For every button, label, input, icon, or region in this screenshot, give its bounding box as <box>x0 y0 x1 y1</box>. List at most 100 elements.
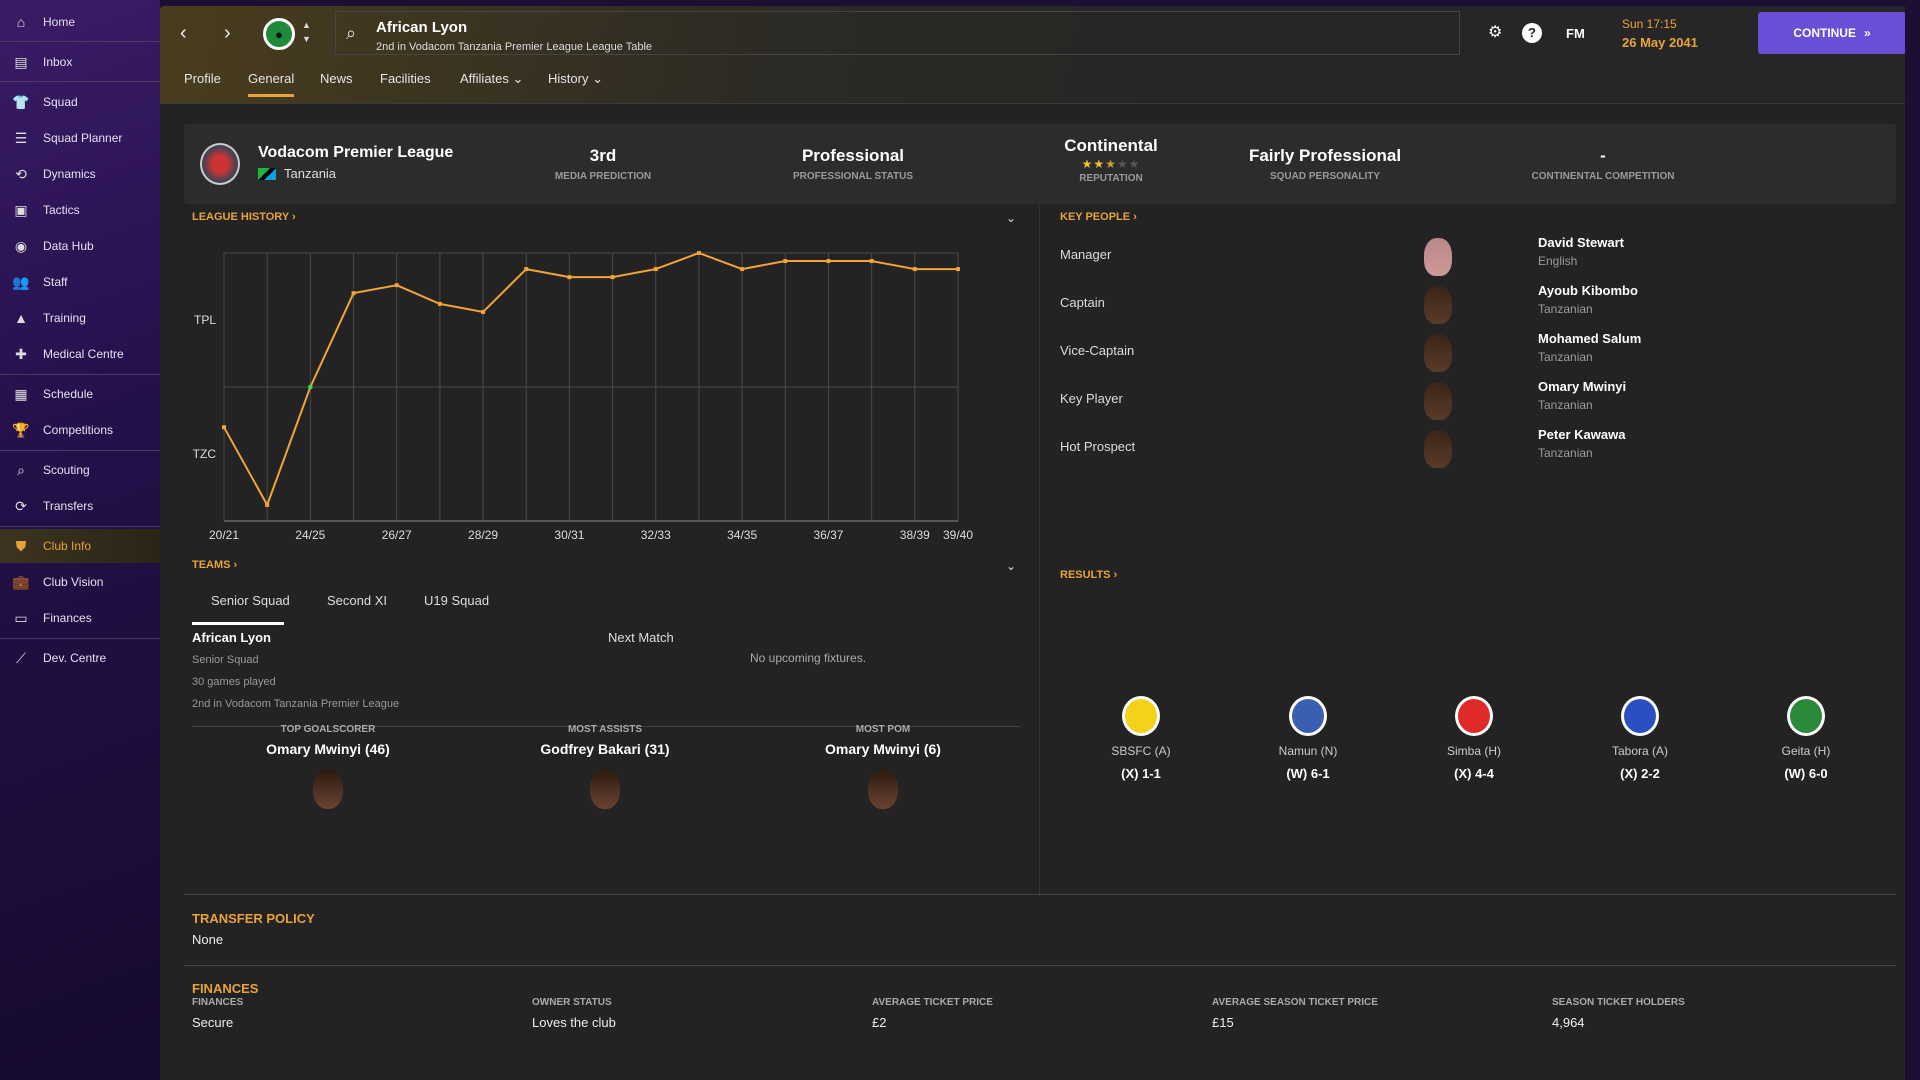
stat-player[interactable]: Godfrey Bakari (31) <box>540 741 670 757</box>
player-avatar[interactable] <box>590 769 620 809</box>
subtab-senior-squad[interactable]: Senior Squad <box>211 593 290 608</box>
sidebar-item-club-info[interactable]: ⛊ Club Info <box>0 529 160 563</box>
stat-player[interactable]: Omary Mwinyi (6) <box>825 741 941 757</box>
continue-button[interactable]: CONTINUE» <box>1758 12 1905 54</box>
tab-general[interactable]: General <box>248 71 295 97</box>
data-point <box>567 275 572 280</box>
result-item[interactable]: Geita (H) (W) 6-0 <box>1746 696 1866 781</box>
fm-menu-button[interactable]: FM <box>1566 26 1585 41</box>
key-person-name[interactable]: Omary Mwinyi <box>1538 379 1627 394</box>
subtab-second-xi[interactable]: Second XI <box>327 593 387 608</box>
key-person-name[interactable]: Ayoub Kibombo <box>1538 283 1638 298</box>
person-avatar[interactable] <box>1424 382 1452 420</box>
results-heading[interactable]: RESULTS › <box>1060 569 1118 581</box>
sidebar-item-inbox[interactable]: ▤ Inbox <box>0 45 160 79</box>
team-games: 30 games played <box>192 676 276 688</box>
league-history-heading[interactable]: LEAGUE HISTORY › <box>192 211 296 223</box>
player-avatar[interactable] <box>868 769 898 809</box>
sidebar-item-club-vision[interactable]: 💼 Club Vision <box>0 565 160 599</box>
club-switch-icon[interactable]: ▲ ▼ <box>302 20 311 44</box>
sidebar-item-label: Club Vision <box>43 575 104 589</box>
teams-heading[interactable]: TEAMS › <box>192 559 238 571</box>
tab-news[interactable]: News <box>320 71 353 86</box>
sidebar-item-finances[interactable]: ▭ Finances <box>0 601 160 635</box>
club-crest[interactable]: ● <box>263 18 295 50</box>
sidebar-item-competitions[interactable]: 🏆 Competitions <box>0 413 160 447</box>
stat-player[interactable]: Omary Mwinyi (46) <box>266 741 390 757</box>
back-button[interactable]: ‹ <box>180 22 187 44</box>
help-icon[interactable]: ? <box>1522 23 1542 43</box>
club-summary: Vodacom Premier League Tanzania 3rd MEDIA… <box>184 124 1896 204</box>
data-point <box>956 267 960 272</box>
trophy-icon: 🏆 <box>12 421 30 438</box>
tab-history[interactable]: History ⌄ <box>548 71 603 86</box>
sidebar-item-tactics[interactable]: ▣ Tactics <box>0 193 160 227</box>
sidebar-item-squad[interactable]: 👕 Squad <box>0 85 160 119</box>
sidebar-item-label: Finances <box>43 611 92 625</box>
data-point <box>265 502 270 507</box>
inbox-icon: ▤ <box>14 53 28 70</box>
sidebar-item-staff[interactable]: 👥 Staff <box>0 265 160 299</box>
sidebar-item-dev-centre[interactable]: ⟋ Dev. Centre <box>0 641 160 675</box>
data-hub-icon: ◉ <box>14 237 28 254</box>
sidebar-item-transfers[interactable]: ⟳ Transfers <box>0 489 160 523</box>
club-subtitle: 2nd in Vodacom Tanzania Premier League L… <box>376 41 653 53</box>
x-tick-label: 24/25 <box>295 528 325 542</box>
sidebar-divider <box>0 81 160 82</box>
subtab-u19-squad[interactable]: U19 Squad <box>424 593 490 608</box>
star-icon: ★ <box>1116 157 1129 171</box>
key-person-role: Captain <box>1060 295 1105 310</box>
sidebar-item-schedule[interactable]: ▦ Schedule <box>0 377 160 411</box>
finance-item: SEASON TICKET HOLDERS 4,964 <box>1552 997 1685 1030</box>
tab-facilities[interactable]: Facilities <box>380 71 431 86</box>
search-box[interactable]: ⌕ African Lyon 2nd in Vodacom Tanzania P… <box>335 11 1460 55</box>
tab-profile[interactable]: Profile <box>184 71 221 86</box>
dynamics-icon: ⟲ <box>15 165 27 182</box>
person-avatar[interactable] <box>1424 430 1452 468</box>
person-avatar[interactable] <box>1424 238 1452 276</box>
next-match-value: No upcoming fixtures. <box>750 651 867 665</box>
sidebar-divider <box>0 41 160 42</box>
globe-icon[interactable]: ⚙ <box>1488 24 1503 41</box>
team-name[interactable]: African Lyon <box>192 630 271 645</box>
club-badge-icon <box>1621 696 1659 736</box>
person-avatar[interactable] <box>1424 334 1452 372</box>
sidebar-item-training[interactable]: ▲ Training <box>0 301 160 335</box>
tab-affiliates[interactable]: Affiliates ⌄ <box>460 71 524 86</box>
collapse-chevron-icon[interactable]: ⌄ <box>1006 211 1017 225</box>
key-people-heading[interactable]: KEY PEOPLE › <box>1060 211 1137 223</box>
key-person-name[interactable]: Peter Kawawa <box>1538 427 1626 442</box>
result-item[interactable]: Simba (H) (X) 4-4 <box>1414 696 1534 781</box>
sidebar-divider <box>0 638 160 639</box>
league-name[interactable]: Vodacom Premier League <box>258 144 454 161</box>
result-item[interactable]: Tabora (A) (X) 2-2 <box>1580 696 1700 781</box>
team-stat: MOST ASSISTS Godfrey Bakari (31) <box>465 724 745 809</box>
staff-icon: 👥 <box>12 273 30 290</box>
key-person-role: Vice-Captain <box>1060 343 1135 358</box>
summary-squad-personality: Fairly Professional SQUAD PERSONALITY <box>1248 146 1402 182</box>
forward-button[interactable]: › <box>224 22 231 44</box>
sidebar-item-scouting[interactable]: ⌕ Scouting <box>0 453 160 487</box>
money-icon: ▭ <box>14 609 28 626</box>
player-avatar[interactable] <box>313 769 343 809</box>
sidebar-item-squad-planner[interactable]: ☰ Squad Planner <box>0 121 160 155</box>
summary-reputation: Continental ★★★★★ REPUTATION <box>1001 124 1221 204</box>
sidebar-item-label: Squad Planner <box>43 131 123 145</box>
data-point <box>351 291 356 296</box>
shirt-icon: 👕 <box>12 93 30 110</box>
home-icon: ⌂ <box>16 14 26 30</box>
result-item[interactable]: SBSFC (A) (X) 1-1 <box>1081 696 1201 781</box>
sidebar-item-data-hub[interactable]: ◉ Data Hub <box>0 229 160 263</box>
collapse-chevron-icon[interactable]: ⌄ <box>1006 559 1017 573</box>
sidebar-item-home[interactable]: ⌂ Home <box>0 5 160 39</box>
sidebar-item-medical-centre[interactable]: ✚ Medical Centre <box>0 337 160 371</box>
summary-professional-status: Professional PROFESSIONAL STATUS <box>792 146 913 182</box>
sidebar-item-dynamics[interactable]: ⟲ Dynamics <box>0 157 160 191</box>
person-avatar[interactable] <box>1424 286 1452 324</box>
club-title: African Lyon <box>376 19 468 36</box>
chevron-down-icon: ⌄ <box>588 71 603 86</box>
league-country[interactable]: Tanzania <box>258 166 336 181</box>
key-person-name[interactable]: Mohamed Salum <box>1538 331 1642 346</box>
key-person-name[interactable]: David Stewart <box>1538 235 1624 250</box>
result-item[interactable]: Namun (N) (W) 6-1 <box>1248 696 1368 781</box>
